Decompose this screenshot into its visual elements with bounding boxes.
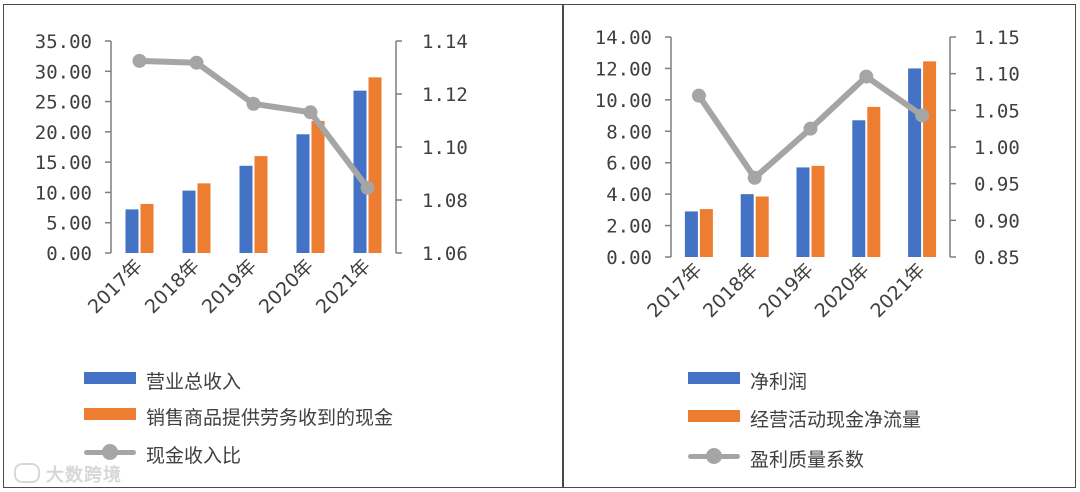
y-left-tick-label: 4.00 — [606, 184, 652, 206]
y-right-tick-label: 1.10 — [422, 137, 468, 159]
legend-swatch-cash-ratio — [84, 444, 136, 460]
combo-chart-profit: 14.00 12.00 10.00 8.00 6.00 4.00 2.00 0.00 1.15 1… — [595, 27, 1020, 322]
y-left-tick-label: 2.00 — [606, 216, 652, 238]
legend-swatch-cash-received — [84, 408, 136, 420]
y-right-tick-label: 1.10 — [974, 64, 1020, 86]
bar-series-b — [311, 120, 325, 253]
x-category-label: 2020年 — [255, 255, 318, 318]
line-point — [691, 88, 706, 103]
y-left-tick-label: 0.00 — [46, 243, 92, 265]
chart-panel-left: 35.00 30.00 25.00 20.00 15.00 10.00 5.00 0.00 1.… — [3, 4, 563, 488]
bar-series-b — [755, 196, 769, 257]
line-point — [859, 69, 874, 84]
y-right-tick-label: 1.06 — [422, 243, 468, 265]
y-left-tick-label: 25.00 — [35, 92, 92, 114]
bar-series-a — [740, 194, 754, 257]
bar-series-a — [296, 134, 310, 253]
y-left-tick-label: 10.00 — [35, 182, 92, 204]
bar-series-a — [239, 165, 253, 253]
y-right-tick-label: 0.85 — [974, 247, 1020, 269]
legend-swatch-earnings-quality — [688, 448, 740, 464]
line-point — [303, 105, 318, 120]
y-right-tick-label: 1.05 — [974, 100, 1020, 122]
bar-series-b — [197, 183, 211, 253]
y-right-tick-label: 1.08 — [422, 190, 468, 212]
watermark-logo: 大数跨境 — [14, 461, 122, 487]
x-category-label: 2020年 — [811, 259, 874, 322]
legend-label-earnings-quality: 盈利质量系数 — [750, 449, 865, 471]
bar-series-a — [353, 90, 367, 253]
bar-series-a — [684, 211, 698, 257]
y-left-tick-label: 10.00 — [595, 90, 652, 112]
bar-series-a — [182, 190, 196, 253]
bar-series-b — [140, 203, 154, 253]
bar-series-a — [852, 120, 866, 258]
x-category-label: 2021年 — [312, 255, 375, 318]
y-left-tick-label: 6.00 — [606, 153, 652, 175]
x-category-label: 2017年 — [643, 259, 706, 322]
y-left-tick-label: 20.00 — [35, 122, 92, 144]
y-right-tick-label: 1.00 — [974, 137, 1020, 159]
y-left-tick-label: 15.00 — [35, 152, 92, 174]
y-right-tick-label: 0.95 — [974, 174, 1020, 196]
line-point — [189, 55, 204, 70]
watermark-text: 大数跨境 — [46, 465, 122, 486]
bar-series-a — [125, 209, 139, 253]
y-left-tick-label: 12.00 — [595, 58, 652, 80]
legend-swatch-net-profit — [688, 372, 740, 384]
y-left-tick-label: 35.00 — [35, 31, 92, 53]
legend-label-cash-received: 销售商品提供劳务收到的现金 — [146, 407, 394, 429]
bar-series-b — [867, 106, 881, 257]
line-point — [803, 121, 818, 136]
bar-series-b — [811, 165, 825, 257]
y-right-tick-label: 1.12 — [422, 84, 468, 106]
x-category-label: 2018年 — [141, 255, 204, 318]
legend-swatch-op-cash-flow — [688, 410, 740, 422]
bar-series-b — [254, 156, 268, 253]
y-left-tick-label: 8.00 — [606, 121, 652, 143]
bar-series-a — [796, 167, 810, 257]
y-left-tick-label: 0.00 — [606, 247, 652, 269]
legend-label-cash-ratio: 现金收入比 — [146, 445, 242, 467]
line-point — [132, 53, 147, 68]
line-point — [747, 170, 762, 185]
bar-series-a — [908, 68, 922, 257]
legend-label-net-profit: 净利润 — [750, 371, 808, 393]
line-point — [246, 96, 261, 111]
x-category-label: 2017年 — [84, 255, 147, 318]
legend-label-op-cash-flow: 经营活动现金净流量 — [750, 409, 922, 431]
line-series — [139, 57, 370, 190]
x-category-label: 2018年 — [699, 259, 762, 322]
y-right-tick-label: 0.90 — [974, 210, 1020, 232]
bar-series-b — [699, 209, 713, 257]
y-right-tick-label: 1.15 — [974, 27, 1020, 49]
bar-series-b — [923, 61, 937, 257]
legend-label-revenue: 营业总收入 — [146, 371, 242, 393]
line-point — [915, 108, 930, 123]
combo-chart-revenue: 35.00 30.00 25.00 20.00 15.00 10.00 5.00 0.00 1.… — [35, 31, 468, 318]
bar-series-b — [368, 77, 382, 253]
y-left-tick-label: 5.00 — [46, 213, 92, 235]
y-left-tick-label: 14.00 — [595, 27, 652, 49]
legend-swatch-revenue — [84, 372, 136, 384]
chart-panel-right: 14.00 12.00 10.00 8.00 6.00 4.00 2.00 0.00 1.15 1… — [563, 4, 1076, 488]
line-point — [360, 180, 375, 195]
watermark-icon — [14, 463, 40, 483]
x-category-label: 2019年 — [755, 259, 818, 322]
y-right-tick-label: 1.14 — [422, 31, 468, 53]
y-left-tick-label: 30.00 — [35, 61, 92, 83]
x-category-label: 2021年 — [866, 259, 929, 322]
x-category-label: 2019年 — [198, 255, 261, 318]
